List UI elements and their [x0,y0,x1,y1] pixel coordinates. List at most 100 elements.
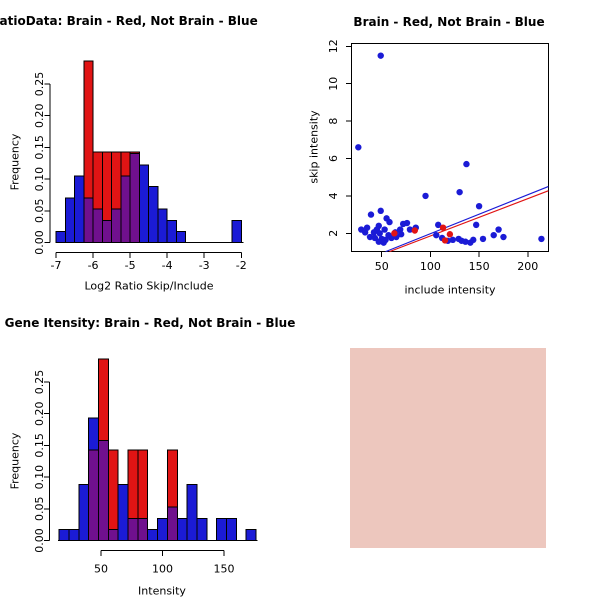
data-point [377,52,384,59]
bar-segment [101,219,113,243]
bar-segment [68,528,80,542]
plot-box [351,42,549,253]
tick-label: 0.05 [33,199,46,224]
data-point [376,230,383,237]
tick-label: 100 [420,260,441,273]
bar-segment [117,484,129,542]
tick-label: 0.25 [33,370,46,395]
data-point [463,160,470,168]
data-point [472,221,480,229]
bar-segment [186,484,198,542]
points-red [391,224,454,244]
tick-label: 100 [152,563,173,576]
gene-hist-chart: 0.00 0.05 0.10 0.15 0.20 0.25 50 100 150 [33,358,258,576]
bar-segment [148,186,159,243]
data-point [388,234,395,242]
data-point [361,229,369,236]
data-point [406,226,414,233]
data-point [479,235,487,243]
bar-segment [74,175,85,243]
bar-segment [176,517,188,541]
tick-label: 150 [469,260,490,273]
data-point [470,236,477,244]
bar-segment [137,517,149,541]
bar-segment [111,208,122,243]
histogram-bars [58,358,257,542]
data-point [397,231,405,238]
tick-label: 0.05 [33,497,46,522]
bar-segment [127,517,139,541]
tick-label: 6 [327,155,340,162]
data-point [500,233,507,241]
data-point [367,211,375,218]
bar-segment [157,208,168,243]
gene-hist-xlabel: Intensity [138,584,186,598]
bar-segment [120,151,131,177]
ratio-hist-chart: 0.00 0.05 0.10 0.15 0.20 0.25 -7 -6 -5 -4 -3 -2 [33,60,247,272]
bar-segment [78,484,90,542]
tick-label: 50 [375,260,389,273]
tick-label: -5 [125,259,136,272]
bar-segment [175,230,187,243]
tick-label: 0.25 [33,72,46,97]
bar-segment [88,449,100,542]
bar-segment [98,439,109,541]
data-point [538,235,545,243]
bar-segment [107,449,119,530]
data-point [462,238,469,245]
data-point [434,221,442,229]
tick-label: 50 [94,563,108,576]
data-point [381,226,388,233]
bar-segment [129,153,140,244]
bar-segment [83,197,94,243]
tick-label: -4 [162,259,173,272]
bar-segment [88,417,100,451]
data-point [386,218,393,226]
bar-segment [157,517,168,541]
tick-label: -7 [51,259,62,272]
bar-segment [166,219,177,243]
bar-segment [129,151,140,155]
not-brain-fit-line [385,185,549,253]
data-point [449,236,457,244]
tick-label: 4 [327,192,340,199]
tick-label: 0.00 [33,528,46,553]
bar-segment [111,151,122,210]
gene-hist-ylabel: Frequency [8,432,22,490]
ratio-hist-ylabel: Frequency [8,133,22,191]
data-point [391,230,398,237]
scatter-ylabel: skip intensity [307,110,321,184]
tick-label: 0.10 [33,167,46,192]
data-point [475,202,483,210]
bar-segment [92,208,103,243]
data-point [355,144,362,151]
scatter-chart: 50 100 150 200 2 4 6 8 10 12 [327,39,549,273]
tick-label: -2 [236,259,247,272]
tick-label: 12 [327,39,340,53]
tick-label: -3 [199,259,210,272]
bar-segment [98,358,109,441]
data-point [490,231,497,239]
scatter-title: Brain - Red, Not Brain - Blue [353,15,545,29]
bar-segment [147,528,159,542]
data-point [375,238,382,245]
data-point [495,226,502,233]
bar-segment [166,449,178,508]
data-point [366,233,374,241]
bar-segment [120,175,131,243]
bar-segment [58,528,70,542]
tick-label: 0.15 [33,433,46,458]
bar-segment [101,151,113,221]
data-point [433,231,440,239]
bar-segment [216,517,227,541]
info-panel: G7149247@J939396@j_at altMutEx Arl10c ch… [350,348,546,548]
bar-segment [245,528,257,542]
bar-segment [196,517,208,541]
data-point [441,237,449,244]
bar-segment [64,197,76,243]
bar-segment [107,528,119,542]
fit-lines [385,185,549,253]
bar-segment [137,449,149,519]
tick-label: 0.10 [33,465,46,490]
